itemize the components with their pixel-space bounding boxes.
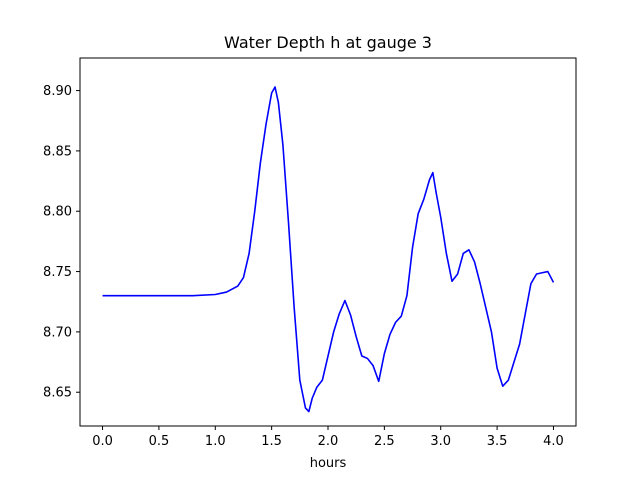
- plot-frame: [79, 57, 577, 427]
- y-tick-label: 8.65: [43, 386, 72, 401]
- y-tick-label: 8.80: [43, 205, 72, 220]
- x-tick-label: 0.5: [149, 434, 170, 449]
- y-tick-label: 8.90: [43, 84, 72, 99]
- chart-title: Water Depth h at gauge 3: [224, 33, 432, 52]
- x-tick-label: 1.5: [261, 434, 282, 449]
- x-tick-label: 1.0: [205, 434, 226, 449]
- y-tick-label: 8.85: [43, 144, 72, 159]
- y-axis: 8.65 8.70 8.75 8.80 8.85 8.90: [43, 84, 80, 401]
- y-tick-label: 8.75: [43, 265, 72, 280]
- y-tick-label: 8.70: [43, 325, 72, 340]
- x-axis: 0.0 0.5 1.0 1.5 2.0 2.5 3.0 3.5 4.0: [92, 426, 564, 449]
- series-line-water-depth: [102, 86, 555, 413]
- x-tick-label: 4.0: [543, 434, 564, 449]
- x-axis-label: hours: [310, 456, 347, 471]
- x-tick-label: 2.0: [318, 434, 339, 449]
- x-tick-label: 0.0: [92, 434, 113, 449]
- x-tick-label: 2.5: [374, 434, 395, 449]
- x-tick-label: 3.5: [487, 434, 508, 449]
- x-tick-label: 3.0: [430, 434, 451, 449]
